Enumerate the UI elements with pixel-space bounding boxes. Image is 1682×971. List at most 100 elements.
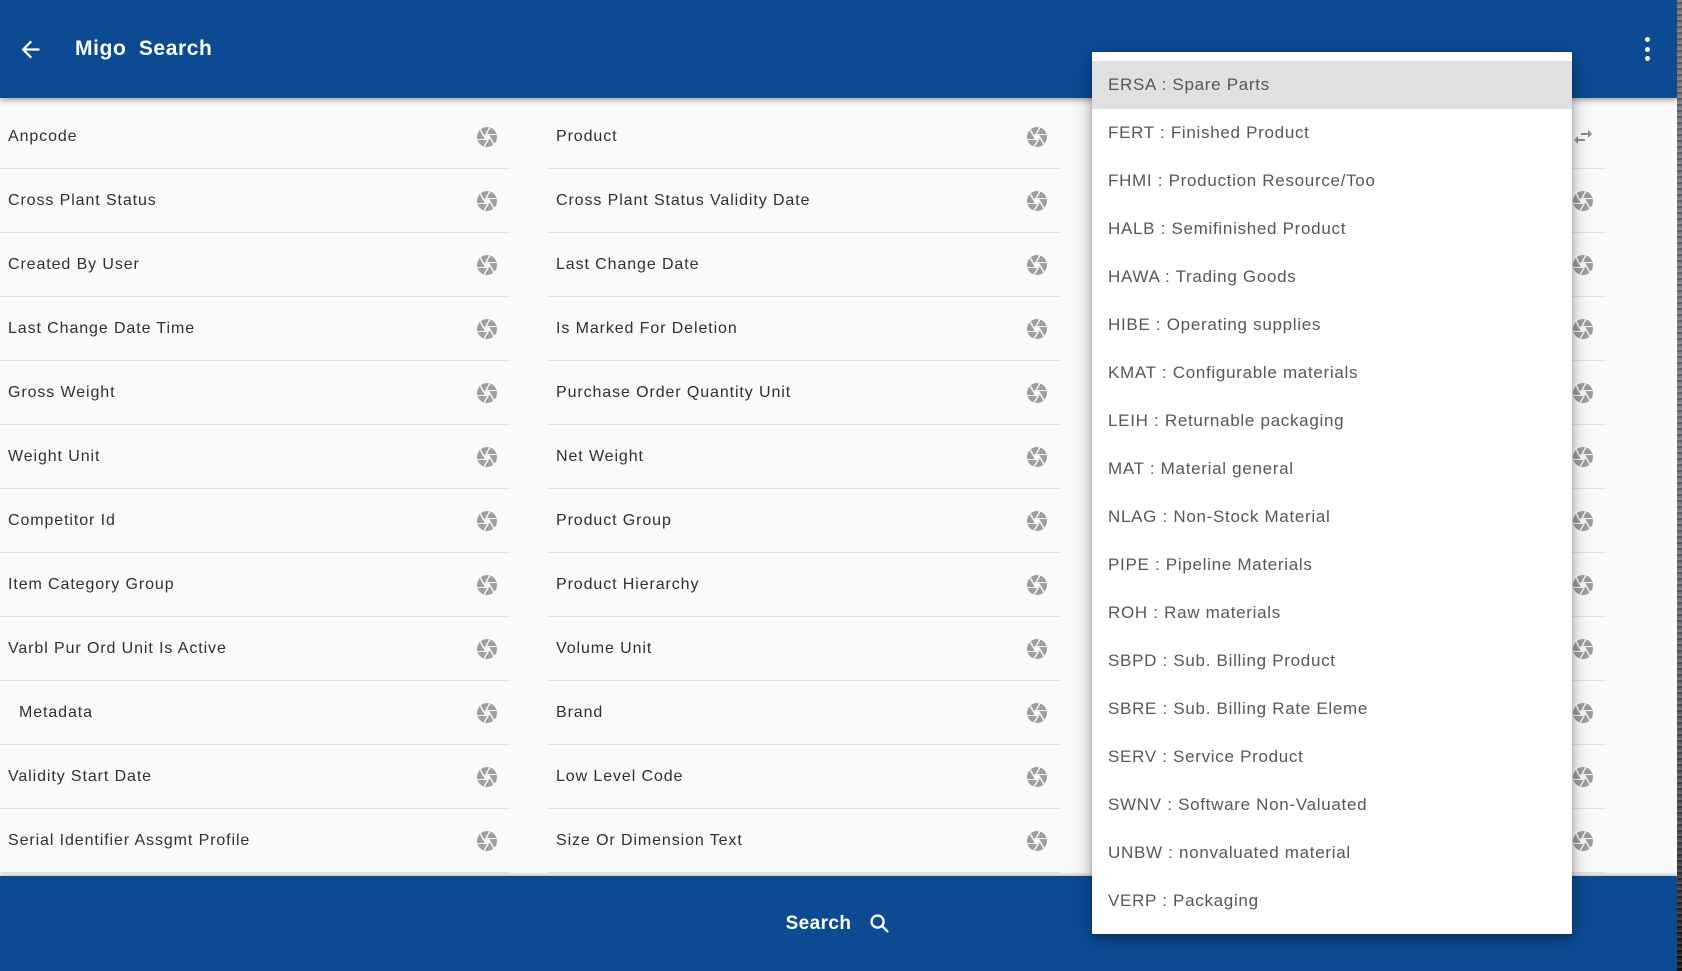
field-row[interactable]: Last Change Date Time [0, 297, 510, 361]
field-row[interactable]: Metadata [0, 681, 510, 745]
field-label: Product Hierarchy [556, 575, 700, 593]
camera-shutter-icon [1573, 574, 1593, 595]
overflow-menu-button[interactable] [1625, 24, 1669, 74]
field-row[interactable]: Product [548, 105, 1060, 169]
camera-shutter-icon [1027, 574, 1047, 595]
field-label: Size Or Dimension Text [556, 831, 743, 849]
camera-shutter-icon [1027, 446, 1047, 467]
camera-shutter-icon [477, 446, 497, 467]
field-label: Item Category Group [8, 575, 175, 593]
camera-shutter-icon [1573, 830, 1593, 851]
field-label: Last Change Date [556, 255, 700, 273]
dropdown-item[interactable]: SBRE : Sub. Billing Rate Eleme [1108, 699, 1369, 718]
field-label: Purchase Order Quantity Unit [556, 383, 792, 401]
field-label: Is Marked For Deletion [556, 319, 738, 337]
field-row[interactable]: Size Or Dimension Text [548, 809, 1060, 873]
dropdown-item[interactable]: PIPE : Pipeline Materials [1108, 555, 1313, 574]
dropdown-item[interactable]: ROH : Raw materials [1108, 603, 1281, 622]
camera-shutter-icon [1027, 830, 1047, 851]
camera-shutter-icon [477, 638, 497, 659]
field-label: Weight Unit [8, 447, 101, 465]
camera-shutter-icon [1027, 638, 1047, 659]
field-row[interactable]: Anpcode [0, 105, 510, 169]
camera-shutter-icon [1573, 446, 1593, 467]
camera-shutter-icon [1027, 318, 1047, 339]
camera-shutter-icon [1027, 510, 1047, 531]
field-row[interactable]: Is Marked For Deletion [548, 297, 1060, 361]
dropdown-item[interactable]: SBPD : Sub. Billing Product [1108, 651, 1336, 670]
arrow-left-icon [21, 40, 39, 58]
field-row[interactable]: Cross Plant Status Validity Date [548, 169, 1060, 233]
camera-shutter-icon [477, 830, 497, 851]
field-column-middle: Product Cross Plant Status Validity Date L… [548, 105, 1060, 873]
field-row[interactable]: Volume Unit [548, 617, 1060, 681]
field-row[interactable]: Product Group [548, 489, 1060, 553]
dropdown-item[interactable]: LEIH : Returnable packaging [1108, 411, 1345, 430]
field-label: Cross Plant Status Validity Date [556, 191, 811, 209]
camera-shutter-icon [477, 126, 497, 147]
field-label: Metadata [19, 703, 93, 721]
field-label: Brand [556, 703, 604, 721]
field-label: Validity Start Date [8, 767, 152, 785]
field-row[interactable]: Item Category Group [0, 553, 510, 617]
camera-shutter-icon [477, 318, 497, 339]
dropdown-item[interactable]: SERV : Service Product [1108, 747, 1304, 766]
field-column-left: Anpcode Cross Plant Status Created By User… [0, 105, 510, 873]
camera-shutter-icon [1573, 702, 1593, 723]
field-row[interactable]: Serial Identifier Assgmt Profile [0, 809, 510, 873]
field-row[interactable]: Validity Start Date [0, 745, 510, 809]
camera-shutter-icon [1027, 766, 1047, 787]
dropdown-item[interactable]: SWNV : Software Non-Valuated [1108, 795, 1368, 814]
dropdown-item[interactable]: FERT : Finished Product [1108, 123, 1310, 142]
dropdown-item[interactable]: MAT : Material general [1108, 459, 1294, 478]
search-button-label: Search [785, 912, 852, 934]
field-label: Anpcode [8, 127, 78, 145]
search-button[interactable]: Search [786, 912, 892, 935]
field-label: Low Level Code [556, 767, 684, 785]
field-label: Varbl Pur Ord Unit Is Active [8, 639, 227, 657]
camera-shutter-icon [477, 382, 497, 403]
field-label: Product [556, 127, 618, 145]
app-header: Migo Search [0, 0, 1677, 98]
field-label: Last Change Date Time [8, 319, 195, 337]
camera-shutter-icon [1027, 126, 1047, 147]
field-row[interactable]: Last Change Date [548, 233, 1060, 297]
dropdown-item[interactable]: NLAG : Non-Stock Material [1108, 507, 1331, 526]
material-type-dropdown: ERSA : Spare Parts FERT : Finished Produc… [1092, 52, 1572, 934]
field-label: Gross Weight [8, 383, 116, 401]
camera-shutter-icon [477, 510, 497, 531]
field-label: Cross Plant Status [8, 191, 157, 209]
dropdown-item[interactable]: UNBW : nonvaluated material [1108, 843, 1351, 862]
dropdown-item[interactable]: HIBE : Operating supplies [1108, 315, 1322, 334]
camera-shutter-icon [477, 190, 497, 211]
field-label: Product Group [556, 511, 672, 529]
field-label: Competitor Id [8, 511, 116, 529]
field-row[interactable]: Created By User [0, 233, 510, 297]
field-row[interactable]: Cross Plant Status [0, 169, 510, 233]
field-row[interactable]: Competitor Id [0, 489, 510, 553]
camera-shutter-icon [1573, 254, 1593, 275]
back-button[interactable] [8, 27, 52, 71]
field-row[interactable]: Purchase Order Quantity Unit [548, 361, 1060, 425]
field-row[interactable]: Low Level Code [548, 745, 1060, 809]
camera-shutter-icon [1027, 702, 1047, 723]
camera-shutter-icon [1573, 510, 1593, 531]
field-row[interactable]: Net Weight [548, 425, 1060, 489]
camera-shutter-icon [1573, 318, 1593, 339]
dropdown-item[interactable]: VERP : Packaging [1108, 891, 1259, 910]
desktop-edge-strip [1677, 0, 1682, 971]
dropdown-item[interactable]: HAWA : Trading Goods [1108, 267, 1297, 286]
field-row[interactable]: Product Hierarchy [548, 553, 1060, 617]
field-row[interactable]: Varbl Pur Ord Unit Is Active [0, 617, 510, 681]
dropdown-item[interactable]: KMAT : Configurable materials [1108, 363, 1359, 382]
dropdown-item[interactable]: FHMI : Production Resource/Too [1108, 171, 1376, 190]
field-label: Serial Identifier Assgmt Profile [8, 831, 251, 849]
dropdown-item[interactable]: ERSA : Spare Parts [1092, 61, 1572, 109]
camera-shutter-icon [477, 702, 497, 723]
field-row[interactable]: Gross Weight [0, 361, 510, 425]
kebab-dot [1644, 56, 1650, 61]
field-row[interactable]: Brand [548, 681, 1060, 745]
field-row[interactable]: Weight Unit [0, 425, 510, 489]
dropdown-item[interactable]: HALB : Semifinished Product [1108, 219, 1347, 238]
